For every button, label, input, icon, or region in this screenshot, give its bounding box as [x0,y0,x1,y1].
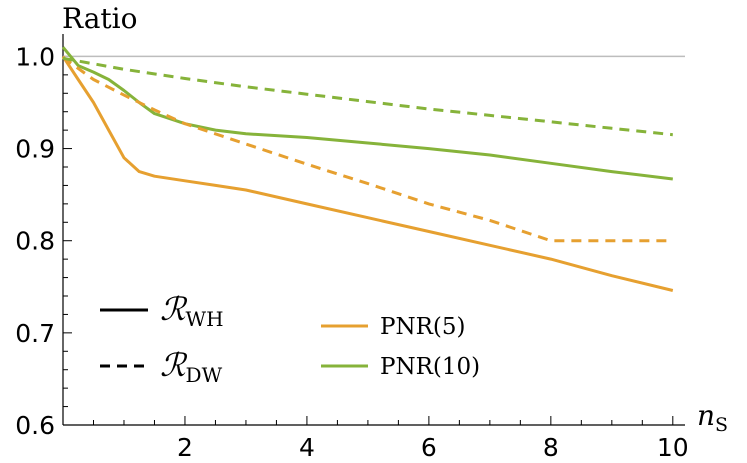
legend-style-symbol: ℛ [160,346,188,384]
series-line-pnr10-dashed [62,56,673,137]
x-tick-label: 10 [657,433,689,462]
x-tick-label: 2 [177,433,193,462]
x-axis-label-main: n [697,399,715,432]
series-line-pnr5-solid [61,55,674,292]
y-tick-label: 1.0 [15,42,55,71]
series-line-pnr5-dashed [62,56,673,243]
series-group [61,46,674,292]
axes: 2 4 6 8 10 0.6 0.7 0.8 0.9 1.0 [15,34,689,462]
y-tick-label: 0.8 [15,227,55,256]
x-axis-label: nS [697,399,728,436]
y-tick-label: 0.9 [15,135,55,164]
y-tick-label: 0.6 [15,411,55,440]
legend-style-label: ℛWH [160,290,224,331]
x-axis-label-sub: S [715,414,728,436]
axis-labels: Ratio nS [62,2,728,436]
legend-color-label: PNR(5) [380,314,466,340]
y-axis-label: Ratio [62,2,137,35]
y-tick-label: 0.7 [15,319,55,348]
x-tick-label: 4 [299,433,315,462]
x-tick-label: 6 [421,433,437,462]
series-line-pnr10-solid [61,46,673,181]
legend-color-label: PNR(10) [380,354,480,380]
legend-style-label: ℛDW [160,346,223,387]
legend-style-subscript: DW [186,363,223,387]
legend-style-subscript: WH [186,307,224,331]
legend-style-symbol: ℛ [160,290,188,328]
x-tick-label: 8 [543,433,559,462]
